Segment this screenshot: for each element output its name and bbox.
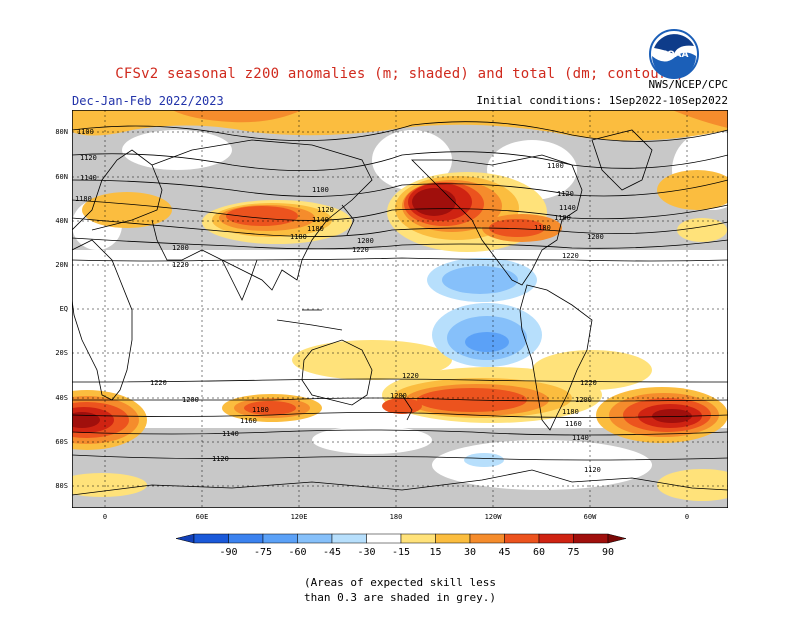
contour-label: 1100 [77, 128, 94, 136]
contour-label: 1180 [554, 214, 571, 222]
contour-label: 1200 [575, 396, 592, 404]
contour-label: 1200 [390, 392, 407, 400]
contour-labels: 1100 1120 1140 1180 1100 1120 1140 1180 … [75, 128, 604, 474]
skill-note-line: than 0.3 are shaded in grey.) [303, 591, 497, 604]
colorbar-swatch [538, 533, 574, 544]
colorbar-swatch [297, 533, 333, 544]
contour-label: 1120 [212, 455, 229, 463]
lat-label: 80N [55, 128, 68, 136]
contour-label: 1180 [252, 406, 269, 414]
negative-anomalies [427, 258, 542, 467]
contour-label: 1180 [562, 408, 579, 416]
lat-label: 20S [55, 349, 68, 357]
coastlines [72, 129, 728, 496]
contour-label: 1180 [534, 224, 551, 232]
colorbar-swatch [228, 533, 264, 544]
colorbar-label: 15 [429, 547, 441, 558]
contour-label: 1200 [587, 233, 604, 241]
colorbar: -90 -75 -60 -45 -30 -15 15 30 45 60 75 90 [175, 533, 627, 558]
lat-label: 60S [55, 438, 68, 446]
contour-label: 1120 [80, 154, 97, 162]
colorbar-label: 75 [567, 547, 579, 558]
colorbar-label: 30 [464, 547, 476, 558]
colorbar-swatch [262, 533, 298, 544]
initial-conditions-label: Initial conditions: 1Sep2022-10Sep2022 [476, 94, 728, 107]
colorbar-arrow-high [607, 533, 627, 544]
contour-label: 1120 [584, 466, 601, 474]
lon-label: 60W [584, 513, 597, 521]
contour-label: 1220 [562, 252, 579, 260]
contour-label: 1220 [352, 246, 369, 254]
z200-contours [72, 121, 728, 461]
colorbar-label: -60 [288, 547, 306, 558]
colorbar-label: -45 [323, 547, 341, 558]
contour-label: 1180 [75, 195, 92, 203]
contour-label: 1100 [312, 186, 329, 194]
contour-label: 1140 [559, 204, 576, 212]
colorbar-label: -15 [392, 547, 410, 558]
contour-label: 1220 [172, 261, 189, 269]
colorbar-swatch [573, 533, 609, 544]
contour-label: 1160 [565, 420, 582, 428]
skill-note: (Areas of expected skill less than 0.3 a… [0, 575, 800, 605]
colorbar-arrow-low [175, 533, 195, 544]
colorbar-swatch [366, 533, 402, 544]
contour-label: 1100 [547, 162, 564, 170]
lon-label: 60E [196, 513, 209, 521]
lat-label: EQ [60, 305, 68, 313]
chart-title: CFSv2 seasonal z200 anomalies (m; shaded… [115, 66, 685, 82]
skill-note-line: (Areas of expected skill less [303, 576, 497, 589]
contour-label: 1220 [150, 379, 167, 387]
lon-label: 120E [291, 513, 308, 521]
agency-label: NWS/NCEP/CPC [648, 78, 728, 91]
contour-label: 1220 [580, 379, 597, 387]
lat-label: 80S [55, 482, 68, 490]
colorbar-swatch [331, 533, 367, 544]
contour-label: 1140 [572, 434, 589, 442]
lat-label: 20N [55, 261, 68, 269]
colorbar-label: -90 [219, 547, 237, 558]
lon-label: 120W [485, 513, 503, 521]
contour-label: 1180 [290, 233, 307, 241]
season-label: Dec-Jan-Feb 2022/2023 [72, 94, 224, 108]
contour-label: 1120 [317, 206, 334, 214]
contour-label: 1120 [557, 190, 574, 198]
z200-map: 1100 1120 1140 1180 1100 1120 1140 1180 … [72, 110, 728, 508]
contour-label: 1200 [357, 237, 374, 245]
colorbar-swatch [435, 533, 471, 544]
contour-label: 1140 [222, 430, 239, 438]
colorbar-swatch [504, 533, 540, 544]
latitude-axis: 80N 60N 40N 20N EQ 20S 40S 60S 80S [55, 128, 68, 490]
contour-label: 1140 [312, 216, 329, 224]
colorbar-label: -30 [357, 547, 375, 558]
contour-label: 1140 [80, 174, 97, 182]
colorbar-label: 90 [602, 547, 614, 558]
longitude-axis: 0 60E 120E 180 120W 60W 0 [103, 513, 689, 521]
contour-label: 1200 [182, 396, 199, 404]
contour-label: 1220 [402, 372, 419, 380]
lat-label: 40S [55, 394, 68, 402]
colorbar-label: 45 [498, 547, 510, 558]
contour-label: 1160 [240, 417, 257, 425]
lon-label: 180 [390, 513, 403, 521]
colorbar-label: 60 [533, 547, 545, 558]
contour-label: 1200 [172, 244, 189, 252]
colorbar-label: -75 [254, 547, 272, 558]
colorbar-swatch [400, 533, 436, 544]
lat-label: 60N [55, 173, 68, 181]
svg-text:NOAA: NOAA [660, 50, 689, 60]
lon-label: 0 [103, 513, 107, 521]
lat-label: 40N [55, 217, 68, 225]
lon-label: 0 [685, 513, 689, 521]
noaa-logo: NOAA [649, 29, 699, 79]
colorbar-swatch [193, 533, 229, 544]
colorbar-swatch [469, 533, 505, 544]
contour-label: 1180 [307, 225, 324, 233]
grid [72, 110, 728, 508]
